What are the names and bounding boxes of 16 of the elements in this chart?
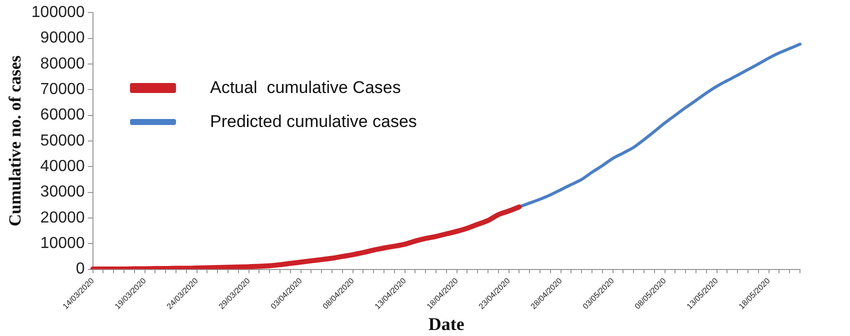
y-tick-label: 100000	[31, 4, 85, 22]
y-tick-label: 20000	[40, 209, 85, 226]
y-tick-label: 70000	[40, 81, 85, 98]
y-tick-label: 80000	[40, 55, 85, 72]
x-axis-title: Date	[428, 314, 464, 334]
y-tick-label: 40000	[40, 158, 85, 176]
y-tick-label: 0	[76, 260, 85, 278]
legend-label: Actual cumulative Cases	[210, 78, 401, 98]
legend-label: Predicted cumulative cases	[210, 112, 417, 132]
line-series	[518, 42, 802, 208]
y-axis-title: Cumulative no. of cases	[6, 55, 25, 226]
y-tick-label: 10000	[40, 235, 85, 252]
y-tick-label: 90000	[40, 30, 85, 47]
y-tick-label: 60000	[40, 106, 85, 124]
y-tick-label: 30000	[40, 184, 85, 201]
y-tick-label: 50000	[40, 132, 85, 150]
